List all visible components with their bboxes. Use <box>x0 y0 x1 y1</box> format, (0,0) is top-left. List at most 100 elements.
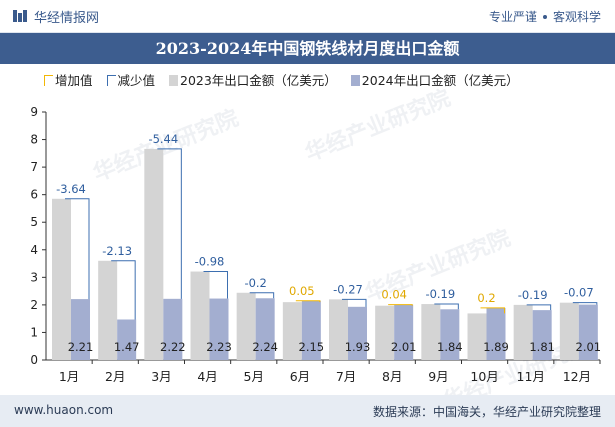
increase-bracket <box>295 300 321 303</box>
y-tick-label: 4 <box>30 243 38 257</box>
legend-2023: 2023年出口金额（亿美元） <box>169 70 337 89</box>
change-label: -2.13 <box>102 244 132 258</box>
bar-2023 <box>329 299 348 360</box>
x-tick-label: 10月 <box>470 369 498 384</box>
dot-icon <box>542 14 547 19</box>
x-tick-label: 2月 <box>105 369 125 384</box>
x-tick-label: 11月 <box>517 369 545 384</box>
x-tick-label: 8月 <box>382 369 402 384</box>
decrease-bracket <box>111 260 136 320</box>
change-label: 0.05 <box>289 284 315 298</box>
increase-bracket <box>388 304 413 306</box>
bar-2023 <box>236 292 256 360</box>
value-label-2024: 2.23 <box>206 340 232 354</box>
bar-2023 <box>282 302 302 360</box>
decrease-bracket <box>249 292 275 299</box>
decrease-bracket <box>572 302 598 305</box>
footer-url[interactable]: www.huaon.com <box>14 403 114 417</box>
bar-2023 <box>98 260 118 360</box>
x-tick-label: 9月 <box>428 369 448 384</box>
value-label-2024: 2.24 <box>252 340 278 354</box>
decrease-bracket <box>157 148 182 299</box>
y-tick-label: 8 <box>30 133 38 147</box>
legend-increase-label: 增加值 <box>55 73 93 88</box>
y-tick-label: 9 <box>30 105 38 119</box>
y-tick-label: 1 <box>30 325 38 339</box>
bar-chart: 0 1 2 3 4 5 6 7 8 9 -3.64 2.21 1月 -2.13 1.47 2月 -5.44 2.2… <box>30 105 602 384</box>
slogan-right: 客观科学 <box>552 10 601 24</box>
bar-2024 <box>532 310 552 360</box>
bar-2024 <box>71 299 90 360</box>
bar-2024 <box>209 298 229 360</box>
x-tick-label: 5月 <box>244 369 264 384</box>
bar-2023 <box>513 304 533 360</box>
change-label: -0.27 <box>333 282 363 296</box>
x-tick-label: 1月 <box>59 369 79 384</box>
y-tick-label: 7 <box>30 160 38 174</box>
value-label-2024: 2.01 <box>576 340 602 354</box>
value-label-2024: 1.93 <box>345 340 371 354</box>
decrease-bracket <box>65 198 90 300</box>
chart-legend: 增加值 减少值 2023年出口金额（亿美元） 2024年出口金额（亿美元） <box>44 70 529 90</box>
bar-2023 <box>375 305 395 360</box>
bar-2024 <box>255 298 275 360</box>
x-tick-label: 12月 <box>563 369 591 384</box>
logo-icon <box>13 10 27 22</box>
bar-2024 <box>117 319 137 360</box>
decrease-bracket <box>434 303 459 310</box>
y-tick-label: 2 <box>30 298 38 312</box>
decrease-bracket <box>203 271 228 299</box>
legend-increase-swatch <box>44 75 53 86</box>
change-label: -3.64 <box>56 182 86 196</box>
bar-2023 <box>559 302 579 360</box>
decrease-bracket <box>526 304 552 311</box>
legend-2024-label: 2024年出口金额（亿美元） <box>361 73 519 88</box>
bar-2023 <box>190 271 210 360</box>
bar-2023 <box>144 148 164 360</box>
legend-2023-label: 2023年出口金额（亿美元） <box>180 73 337 88</box>
y-tick-label: 5 <box>30 215 38 229</box>
y-tick-label: 0 <box>30 353 38 367</box>
footer: www.huaon.com 数据来源：中国海关，华经产业研究院整理 <box>0 395 615 427</box>
chart-title: 2023-2024年中国钢铁线材月度出口金额 <box>0 33 615 64</box>
legend-increase: 增加值 <box>44 70 93 89</box>
legend-2024: 2024年出口金额（亿美元） <box>350 70 519 89</box>
value-label-2024: 1.84 <box>437 340 463 354</box>
bar-2024 <box>163 298 183 360</box>
slogan-left: 专业严谨 <box>488 10 537 24</box>
change-label: -0.98 <box>195 255 225 269</box>
legend-2024-swatch <box>350 75 360 86</box>
bar-2024 <box>348 306 367 360</box>
decrease-bracket <box>342 298 367 307</box>
bar-2024 <box>394 304 414 360</box>
x-tick-label: 6月 <box>290 369 310 384</box>
y-tick-label: 6 <box>30 188 38 202</box>
bar-2024 <box>486 307 506 360</box>
change-label: -5.44 <box>148 132 178 146</box>
value-label-2024: 1.89 <box>483 340 509 354</box>
change-label: -0.19 <box>425 287 455 301</box>
value-label-2024: 1.47 <box>114 340 140 354</box>
value-label-2024: 2.22 <box>160 340 186 354</box>
value-label-2024: 2.15 <box>299 340 325 354</box>
value-label-2024: 1.81 <box>529 340 555 354</box>
bar-2024 <box>440 309 460 360</box>
change-label: 0.2 <box>477 291 495 305</box>
x-tick-label: 3月 <box>151 369 171 384</box>
change-label: -0.2 <box>244 276 266 290</box>
footer-source: 数据来源：中国海关，华经产业研究院整理 <box>372 405 601 419</box>
change-label: -0.19 <box>518 288 548 302</box>
value-label-2024: 2.21 <box>68 340 94 354</box>
bar-2023 <box>467 313 487 360</box>
slogan: 专业严谨 客观科学 <box>489 8 601 25</box>
bar-2023 <box>52 198 71 360</box>
legend-decrease-swatch <box>106 75 116 86</box>
x-tick-label: 7月 <box>336 369 356 384</box>
bar-2024 <box>578 304 598 360</box>
bar-2023 <box>421 304 441 360</box>
x-tick-label: 4月 <box>197 369 217 384</box>
legend-decrease-label: 减少值 <box>117 73 156 88</box>
change-label: 0.04 <box>381 288 407 302</box>
legend-2023-swatch <box>169 75 178 86</box>
legend-decrease: 减少值 <box>106 70 156 89</box>
